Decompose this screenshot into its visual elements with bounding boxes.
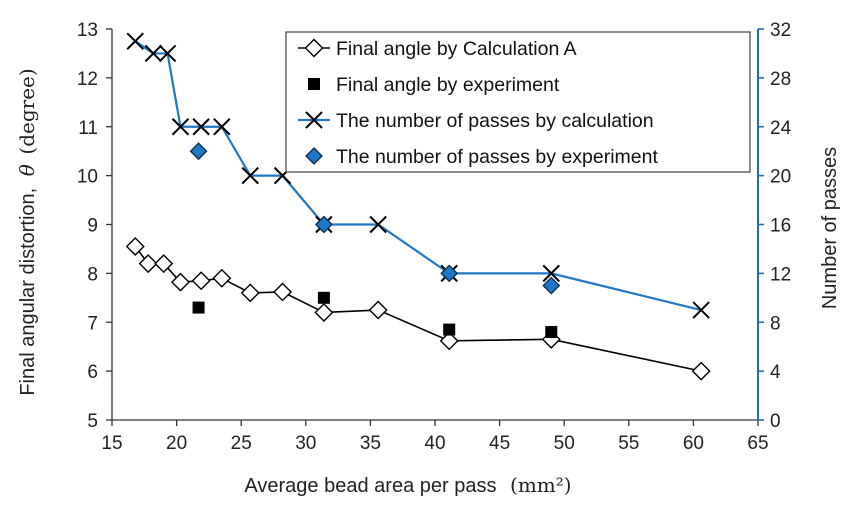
passes-experiment-point [440, 264, 459, 283]
legend-item: Final angle by Calculation A [298, 38, 577, 60]
legend-swatch-marker [308, 78, 320, 90]
y2-tick-label: 20 [770, 167, 791, 188]
y-tick-label: 5 [87, 411, 98, 432]
angle-calculation-point [439, 331, 459, 351]
series-group [125, 32, 711, 381]
y2-tick-label: 24 [770, 118, 792, 139]
angle-calculation-point [240, 283, 260, 303]
passes-calculation-point [241, 166, 259, 185]
x-tick-label: 55 [618, 433, 639, 454]
x-tick-label: 25 [231, 433, 252, 454]
x-tick-label: 50 [554, 433, 575, 454]
x-tick-label: 65 [747, 433, 768, 454]
passes-calculation-point [213, 118, 231, 136]
series-passes-experiment [189, 142, 561, 295]
x-tick-label: 20 [166, 433, 187, 454]
legend-label: Final angle by Calculation A [336, 38, 577, 60]
y-axis-title-unit: (degree) [15, 68, 39, 154]
x-tick-label: 45 [489, 433, 510, 454]
angle-calculation-point [691, 361, 711, 381]
passes-calculation-point [171, 118, 190, 136]
legend-item: The number of passes by experiment [305, 146, 658, 168]
passes-experiment-point [542, 276, 561, 295]
y2-tick-label: 8 [770, 313, 781, 334]
angle-calculation-point [170, 272, 190, 292]
x-tick-label: 15 [101, 433, 122, 454]
y-axis-title: Final angular distortion, θ (degree) [15, 68, 39, 395]
legend: Final angle by Calculation A Final angle … [285, 31, 751, 173]
axes-group [106, 28, 764, 426]
passes-calculation-point [144, 44, 163, 63]
angle-experiment-point [192, 301, 205, 314]
y2-tick-label: 32 [770, 20, 791, 41]
y2-tick-label: 12 [770, 264, 791, 285]
passes-calculation-point [192, 118, 210, 136]
passes-experiment-point [189, 142, 208, 161]
y-tick-label: 13 [77, 20, 98, 41]
angle-experiment-point [545, 326, 558, 339]
x-axis-title-main: Average bead area per pass [244, 475, 496, 497]
y-axis-title-main: Final angular distortion, [17, 188, 39, 396]
x-tick-label: 35 [360, 433, 381, 454]
y-tick-label: 7 [87, 313, 98, 334]
y2-tick-label: 28 [770, 69, 791, 90]
legend-swatch-marker [304, 38, 324, 58]
y-axis-title-symbol: θ [15, 164, 39, 176]
angle-calculation-point [191, 271, 211, 291]
angle-calculation-point [273, 282, 293, 302]
legend-item: The number of passes by calculation [298, 110, 654, 132]
x-tick-label: 60 [683, 433, 704, 454]
x-tick-label: 40 [424, 433, 445, 454]
legend-label: The number of passes by calculation [336, 110, 654, 132]
x-axis-title-unit: (mm²) [510, 473, 572, 497]
angle-calculation-point [368, 300, 388, 320]
passes-calculation-point [369, 215, 387, 234]
angle-calculation-point [154, 254, 174, 274]
y-tick-label: 9 [87, 216, 98, 237]
y-tick-label: 10 [77, 167, 98, 188]
angle-calculation-point [138, 254, 158, 274]
y2-tick-label: 16 [770, 216, 791, 237]
angle-calculation-point [125, 237, 145, 256]
y2-axis-title: Number of passes [819, 147, 841, 309]
angle-calculation-point [314, 302, 334, 322]
angle-experiment-point [443, 323, 456, 336]
legend-box [285, 31, 751, 173]
legend-label: Final angle by experiment [336, 74, 560, 96]
y2-tick-label: 4 [770, 362, 781, 383]
passes-calculation-point [542, 264, 560, 283]
legend-swatch-marker [305, 111, 323, 129]
y2-tick-label: 0 [770, 411, 781, 432]
y-tick-label: 11 [78, 118, 98, 139]
y-tick-label: 8 [87, 264, 98, 285]
angle-calculation-line [134, 246, 702, 372]
tick-labels-group: 15 20 25 30 35 40 45 50 55 60 65 5 6 7 8 9 10 11 12 13 0 4 8 12… [77, 20, 792, 454]
x-tick-label: 30 [295, 433, 316, 454]
legend-item: Final angle by experiment [308, 74, 560, 96]
series-angle-experiment [192, 291, 558, 339]
passes-calculation-point [692, 301, 710, 319]
legend-label: The number of passes by experiment [336, 146, 658, 168]
angle-experiment-point [317, 291, 330, 304]
y-tick-label: 6 [87, 362, 98, 383]
angle-calculation-point [212, 268, 232, 288]
passes-calculation-point [126, 32, 144, 50]
legend-swatch-marker [305, 147, 323, 165]
x-axis-title: Average bead area per pass (mm²) [244, 473, 571, 497]
passes-experiment-point [314, 215, 333, 234]
passes-calculation-point [158, 44, 177, 63]
y-tick-label: 12 [77, 69, 98, 90]
series-angle-calculation [125, 237, 711, 381]
